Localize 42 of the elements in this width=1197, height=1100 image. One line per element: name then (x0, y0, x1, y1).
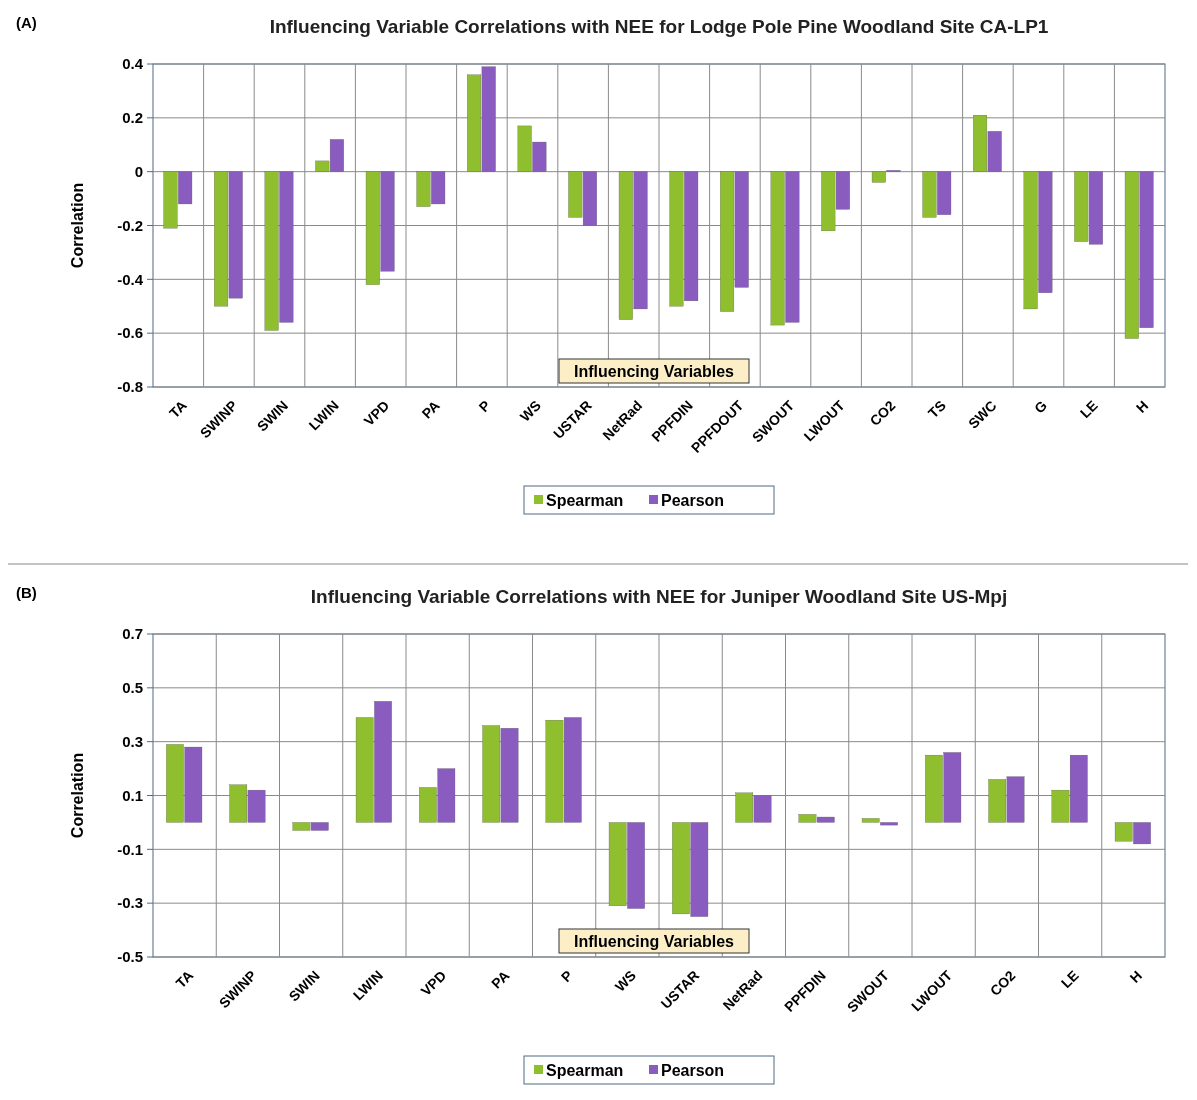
legend-label: Pearson (661, 1061, 725, 1079)
x-tick-label: WS (516, 397, 545, 425)
y-tick-label: -0.6 (117, 324, 143, 342)
y-axis-title: Correlation (69, 752, 86, 839)
x-tick-label: WS (611, 967, 639, 995)
x-tick-label: VPD (417, 967, 450, 999)
legend-label: Spearman (546, 1061, 624, 1079)
x-tick-label: PA (418, 397, 443, 422)
x-tick-label: H (1132, 397, 1152, 416)
legend-label: Spearman (546, 491, 624, 509)
x-axis-title: Influencing Variables (573, 362, 735, 380)
y-tick-label: 0.7 (122, 625, 143, 643)
y-axis-title: Correlation (69, 182, 86, 269)
y-tick-label: 0 (134, 162, 143, 180)
text: (B) (16, 584, 37, 601)
y-tick-label: -0.2 (117, 216, 143, 234)
y-tick-label: 0.3 (122, 732, 143, 750)
y-tick-label: -0.8 (117, 378, 143, 396)
y-tick-label: -0.1 (117, 840, 143, 858)
x-tick-label: PA (488, 967, 513, 992)
y-tick-label: -0.4 (117, 270, 144, 288)
x-tick-label: P (475, 397, 494, 416)
y-tick-label: 0.2 (122, 109, 143, 127)
chart-title: Influencing Variable Correlations with NEE for Juniper Woodland Site US-Mpj (310, 586, 1008, 607)
y-tick-label: 0.1 (122, 786, 143, 804)
y-tick-label: 0.4 (122, 55, 144, 73)
legend-label: Pearson (661, 491, 725, 509)
x-tick-label: LE (1057, 967, 1082, 992)
x-axis-title: Influencing Variables (573, 932, 735, 950)
y-tick-label: -0.5 (117, 948, 143, 966)
x-tick-label: TA (166, 397, 190, 422)
x-tick-label: P (557, 967, 576, 986)
chart-title: Influencing Variable Correlations with NEE for Lodge Pole Pine Woodland Site CA-LP1 (269, 16, 1049, 37)
x-tick-label: LE (1076, 397, 1101, 422)
x-tick-label: VPD (360, 397, 393, 429)
x-tick-label: TA (172, 967, 197, 992)
text: (A) (16, 14, 37, 31)
y-tick-label: -0.3 (117, 894, 143, 912)
x-tick-label: G (1031, 397, 1051, 417)
x-tick-label: TS (924, 397, 949, 422)
y-tick-label: 0.5 (122, 679, 143, 697)
x-tick-label: H (1126, 967, 1145, 986)
